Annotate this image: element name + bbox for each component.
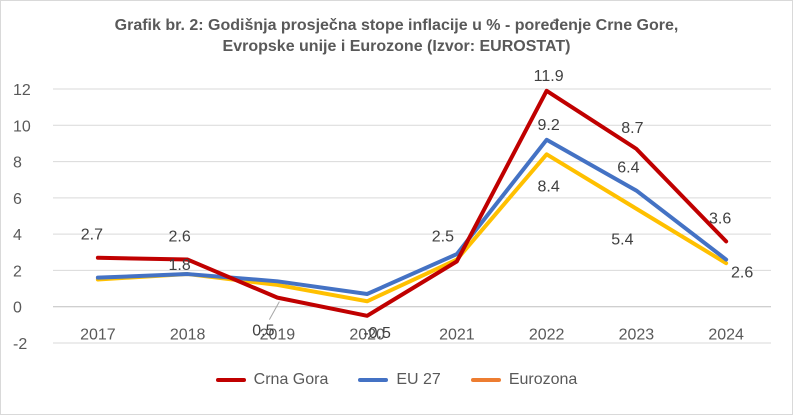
x-tick-label: 2019 bbox=[260, 327, 296, 344]
data-label: 1.8 bbox=[169, 257, 191, 274]
y-tick-label: 8 bbox=[13, 155, 22, 172]
x-tick-label: 2018 bbox=[170, 327, 206, 344]
data-label: 2.6 bbox=[169, 229, 191, 246]
legend-item-crna-gora: Crna Gora bbox=[215, 371, 329, 389]
y-tick-label: 0 bbox=[13, 300, 22, 317]
legend-swatch-crna-gora bbox=[215, 378, 246, 382]
chart-title: Grafik br. 2: Godišnja prosječna stope i… bbox=[1, 15, 792, 57]
chart-title-line-1: Grafik br. 2: Godišnja prosječna stope i… bbox=[114, 17, 679, 34]
legend-item-eu27: EU 27 bbox=[358, 371, 441, 389]
data-label: 5.4 bbox=[611, 232, 633, 249]
y-tick-label: -2 bbox=[13, 336, 27, 353]
data-label: 3.6 bbox=[709, 210, 731, 227]
data-label: 2.7 bbox=[81, 227, 103, 244]
x-tick-label: 2023 bbox=[619, 327, 655, 344]
legend-label-eurozona: Eurozona bbox=[508, 371, 578, 388]
data-label: 9.2 bbox=[538, 117, 560, 134]
leader-line bbox=[268, 301, 280, 320]
legend-label-eu27: EU 27 bbox=[396, 371, 441, 388]
data-label: 11.9 bbox=[534, 68, 564, 85]
y-tick-label: 10 bbox=[13, 118, 31, 135]
legend-item-eurozona: Eurozona bbox=[470, 371, 578, 389]
x-tick-label: 2021 bbox=[439, 327, 475, 344]
data-label: 0.5 bbox=[252, 323, 274, 340]
legend-label-crna-gora: Crna Gora bbox=[253, 371, 329, 388]
y-tick-label: 12 bbox=[13, 82, 31, 99]
x-tick-label: 2024 bbox=[708, 327, 744, 344]
chart-title-line-2: Evropske unije i Eurozone (Izvor: EUROST… bbox=[222, 38, 571, 55]
data-label: 2.5 bbox=[432, 228, 454, 245]
y-tick-label: 2 bbox=[13, 263, 22, 280]
legend-swatch-eu27 bbox=[358, 378, 389, 382]
data-label: 6.4 bbox=[617, 160, 639, 177]
series-line-eu-27 bbox=[95, 137, 729, 297]
y-tick-label: 6 bbox=[13, 191, 22, 208]
x-tick-label: 2020 bbox=[349, 327, 385, 344]
y-tick-label: 4 bbox=[13, 227, 22, 244]
data-label: 8.7 bbox=[621, 120, 643, 137]
legend-swatch-eurozona bbox=[470, 378, 501, 382]
series-line-crna-gora bbox=[95, 88, 729, 318]
x-tick-label: 2017 bbox=[80, 327, 116, 344]
x-tick-label: 2022 bbox=[529, 327, 565, 344]
data-label: -0.5 bbox=[363, 325, 391, 342]
chart-legend: Crna Gora EU 27 Eurozona bbox=[1, 371, 792, 389]
data-label: 2.6 bbox=[731, 265, 753, 282]
data-label: 8.4 bbox=[538, 178, 560, 195]
